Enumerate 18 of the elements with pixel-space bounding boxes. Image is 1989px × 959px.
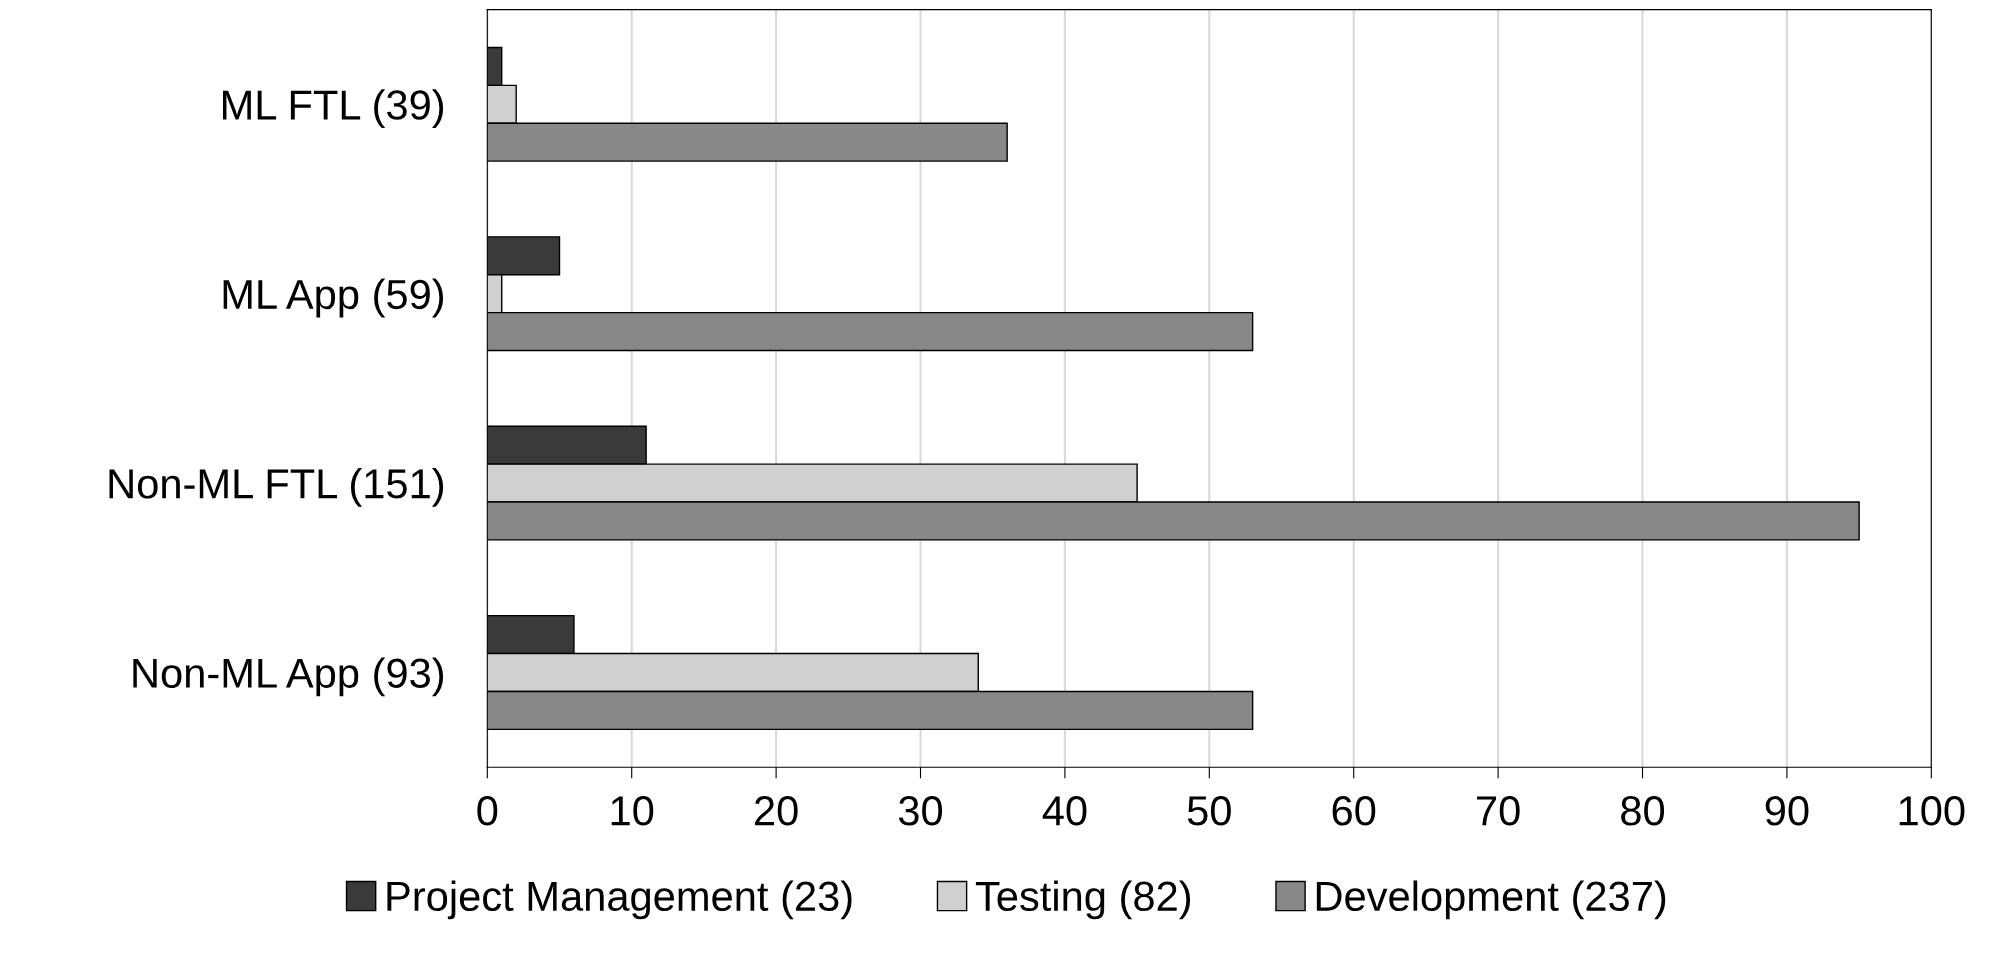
x-tick-label: 50 (1187, 796, 1231, 826)
y-tick-label: ML App (59) (223, 278, 444, 318)
x-tick-label: 0 (477, 796, 498, 826)
x-tick-label: 30 (898, 796, 943, 826)
x-tick-label: 40 (1042, 796, 1087, 826)
legend-label: Testing (82) (975, 880, 1191, 920)
y-tick-label: ML FTL (39) (223, 89, 444, 129)
legend-label: Project Management (23) (387, 880, 852, 920)
x-tick-label: 70 (1477, 796, 1520, 826)
y-tick-label: Non-ML FTL (151) (109, 468, 444, 507)
legend-label: Development (237) (1316, 880, 1666, 920)
x-tick-label: 20 (755, 796, 798, 826)
y-tick-label: Non-ML App (93) (133, 657, 444, 697)
x-tick-label: 60 (1332, 796, 1376, 826)
x-tick-label: 80 (1621, 796, 1665, 826)
x-tick-label: 90 (1765, 796, 1809, 826)
x-tick-label: 100 (1899, 796, 1965, 826)
x-tick-label: 10 (611, 796, 654, 826)
